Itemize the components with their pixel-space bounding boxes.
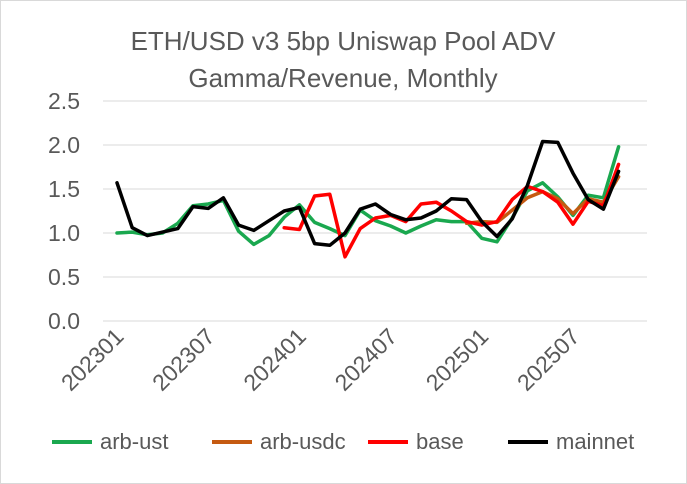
y-tick-label: 0.0 xyxy=(48,308,80,334)
x-tick-label: 202301 xyxy=(56,323,129,396)
legend-label-arb-ust: arb-ust xyxy=(100,429,168,454)
y-tick-label: 2.5 xyxy=(48,88,80,114)
y-tick-label: 0.5 xyxy=(48,264,80,290)
series-line-mainnet xyxy=(115,139,621,248)
chart-title-line-2: Gamma/Revenue, Monthly xyxy=(188,63,497,93)
x-tick-label: 202501 xyxy=(421,323,494,396)
x-tick-label: 202507 xyxy=(512,323,585,396)
y-axis-ticks: 0.0 0.5 1.0 1.5 2.0 2.5 xyxy=(48,88,80,334)
x-axis-ticks: 202301 202307 202401 202407 202501 202507 xyxy=(56,323,585,396)
x-tick-label: 202401 xyxy=(238,323,311,396)
series-line-arb-ust xyxy=(115,145,621,247)
chart-title-line-1: ETH/USD v3 5bp Uniswap Pool ADV xyxy=(131,26,557,56)
legend: arb-ust arb-usdc base mainnet xyxy=(52,429,634,454)
legend-label-base: base xyxy=(416,429,464,454)
series-lines xyxy=(115,139,621,259)
x-tick-label: 202307 xyxy=(147,323,220,396)
legend-label-arb-usdc: arb-usdc xyxy=(260,429,346,454)
y-tick-label: 2.0 xyxy=(48,132,80,158)
y-tick-label: 1.0 xyxy=(48,220,80,246)
legend-label-mainnet: mainnet xyxy=(556,429,634,454)
chart-title: ETH/USD v3 5bp Uniswap Pool ADV Gamma/Re… xyxy=(131,26,557,93)
x-tick-label: 202407 xyxy=(329,323,402,396)
y-tick-label: 1.5 xyxy=(48,176,80,202)
gridlines xyxy=(103,100,647,322)
